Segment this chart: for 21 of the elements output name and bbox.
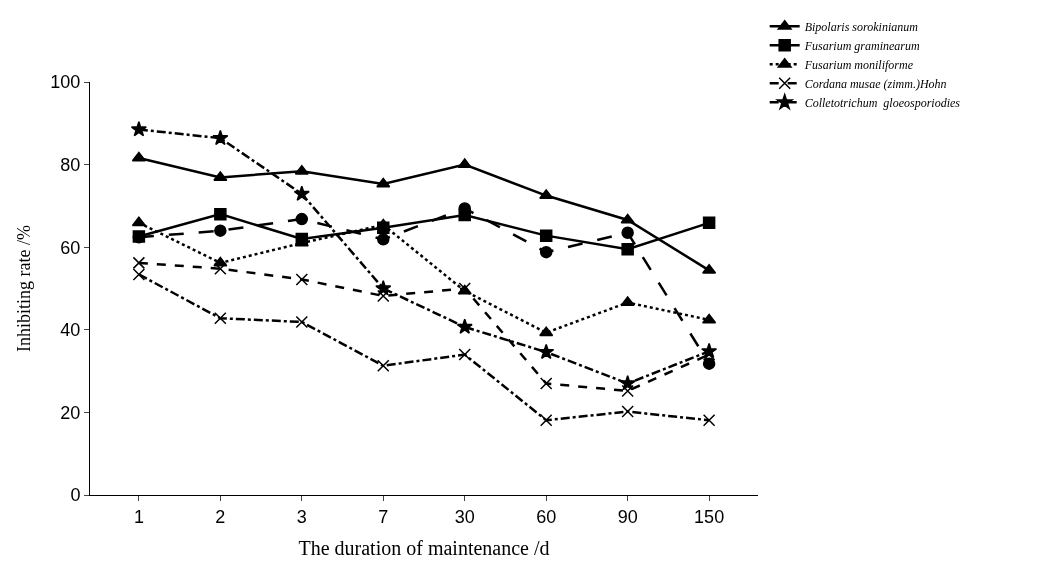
x-tick-label: 60 [536,506,557,527]
legend-label: Bipolaris sorokinianum [804,19,919,34]
y-tick-label: 20 [60,402,81,423]
y-tick-label: 0 [70,485,81,506]
x-tick-label: 7 [378,506,389,527]
x-tick-label: 150 [694,506,725,527]
x-tick-label: 30 [454,506,475,527]
y-axis-title: Inhibiting rate /% [13,225,34,352]
x-tick-label: 3 [296,506,307,527]
y-tick-label: 40 [60,320,81,341]
x-axis-title: The duration of maintenance /d [298,537,550,560]
legend-label: Colletotrichum gloeosporiodies [804,95,961,110]
y-tick-label: 60 [60,237,81,258]
legend-label: Fusarium graminearum [803,38,921,53]
legend-label: Cordana musae (zimm.)Hohn [804,76,947,91]
x-tick-label: 90 [617,506,638,527]
x-tick-label: 1 [133,506,144,527]
y-tick-label: 80 [60,154,81,175]
legend-label: Fusarium moniliforme [803,57,914,72]
y-tick-label: 100 [50,72,81,93]
x-tick-label: 2 [215,506,226,527]
